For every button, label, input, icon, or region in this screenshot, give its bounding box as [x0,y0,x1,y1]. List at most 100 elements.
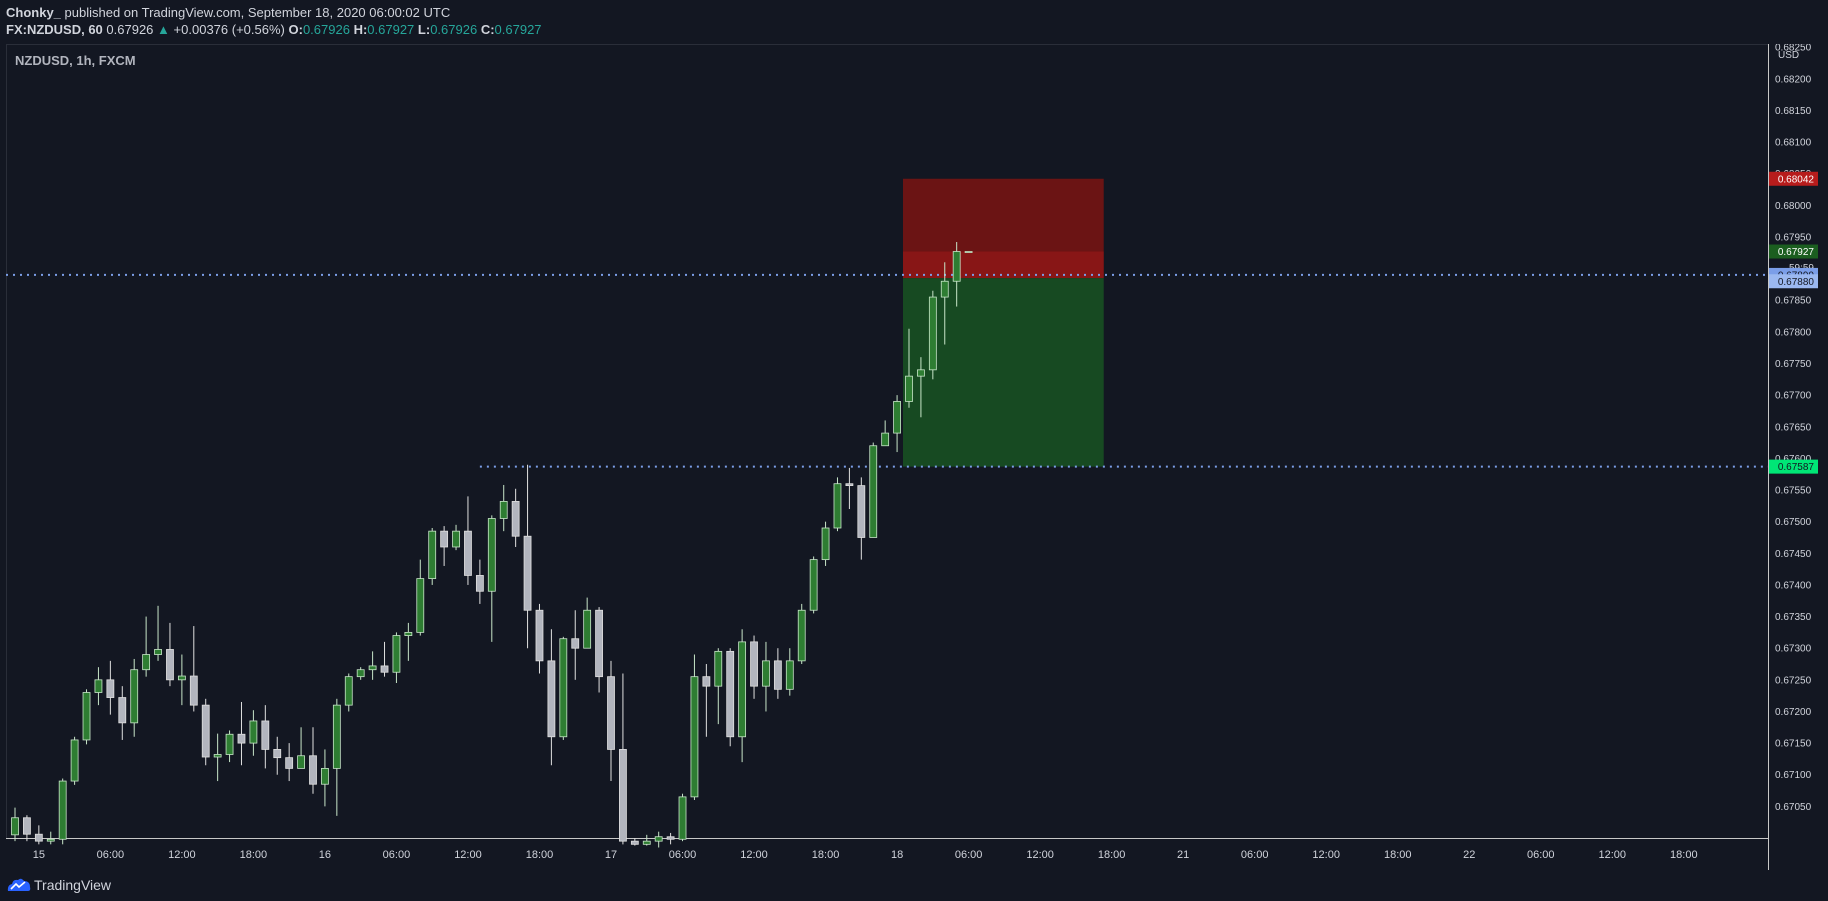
close-label: C: [480,22,495,37]
candle-body [380,665,389,673]
candle-body [344,676,353,706]
candle [237,701,246,766]
candle [905,328,913,408]
candle [452,524,460,551]
x-tick-label: 21 [1177,849,1189,861]
price-label-stop: 0.68042 [1778,174,1815,185]
candle [142,616,151,677]
x-tick-label: 06:00 [383,849,411,861]
candle-body [833,483,842,529]
x-tick-label: 16 [319,849,331,861]
x-tick-label: 06:00 [1241,849,1269,861]
candle-body [249,720,258,744]
candle-body [881,432,890,447]
x-tick-label: 06:00 [669,849,697,861]
x-tick-label: 12:00 [168,849,196,861]
candle [475,559,484,604]
candle [940,262,949,345]
candle [225,730,234,763]
open-label: O: [288,22,303,37]
candle [750,635,758,699]
candle [177,654,186,706]
candle-body [94,679,103,693]
candle [511,488,520,547]
price-label-entry: 0.67880 [1778,277,1815,288]
x-tick-label: 18:00 [240,849,268,861]
candle [249,710,258,756]
y-tick-label: 0.67100 [1775,770,1812,781]
candle [201,698,210,766]
candle-body [34,833,43,842]
candle [845,467,854,510]
candle-body [857,485,866,538]
candle [416,559,425,636]
candle [523,464,532,649]
y-tick-label: 0.67300 [1775,644,1812,655]
candle-body [261,720,270,750]
candle [762,641,770,712]
candle [559,636,568,740]
y-tick-label: 0.67700 [1775,391,1812,402]
chart-area[interactable]: 0.682500.682000.681500.681000.680500.680… [6,44,1820,870]
candle [428,527,437,585]
x-tick-label: 06:00 [955,849,983,861]
candle-body [869,445,878,538]
x-tick-label: 12:00 [1312,849,1340,861]
candle [261,705,270,769]
x-tick-label: 18:00 [812,849,840,861]
candle-body [428,530,437,580]
candle-body [690,676,699,798]
y-tick-label: 0.68200 [1775,74,1812,85]
price-chart[interactable]: 0.682500.682000.681500.681000.680500.680… [6,44,1820,870]
price-label-box [1769,171,1818,186]
x-tick-label: 12:00 [1026,849,1054,861]
candle [797,603,806,665]
candle-body [678,796,687,840]
candle [285,743,294,782]
price-label-box [1769,244,1818,259]
y-tick-label: 0.67600 [1775,454,1812,465]
y-tick-label: 0.67950 [1775,232,1812,243]
x-tick-label: 17 [605,849,617,861]
candle-body [332,704,341,769]
candle-body [297,755,305,769]
candle [821,521,830,566]
candle-body [273,749,282,759]
candle-body [905,375,913,402]
candle [118,686,127,740]
candle [535,603,544,674]
candle-body [225,733,234,755]
chart-legend: NZDUSD, 1h, FXCM [15,53,136,68]
candle [189,626,198,712]
up-arrow-icon: ▲ [157,22,170,37]
candle-body [404,631,413,636]
candle [70,736,79,785]
candle [344,673,353,712]
author-name[interactable]: Chonky_ [6,5,61,20]
y-tick-label: 0.67150 [1775,739,1812,750]
tradingview-brand[interactable]: TradingView [34,877,112,893]
candle-body [356,669,365,678]
candle [392,632,401,683]
symbol-label: FX:NZDUSD, 60 [6,22,103,37]
candle [619,673,627,845]
candle-body [106,679,115,698]
candle-body [654,836,663,842]
candle [273,736,282,775]
candle [928,290,937,380]
candle-body [452,530,460,548]
candle-body [499,501,508,519]
tradingview-logo-icon [7,878,31,891]
x-tick-label: 18:00 [1384,849,1412,861]
x-tick-label: 12:00 [1599,849,1627,861]
candle [738,629,747,763]
candle [690,654,699,801]
candle [166,622,174,687]
y-tick-label: 0.68100 [1775,138,1812,149]
candle [58,778,67,845]
candle-body [130,669,139,724]
candle-body [321,768,329,785]
candle [464,496,472,585]
candle-body [559,638,568,738]
candle [654,831,663,848]
